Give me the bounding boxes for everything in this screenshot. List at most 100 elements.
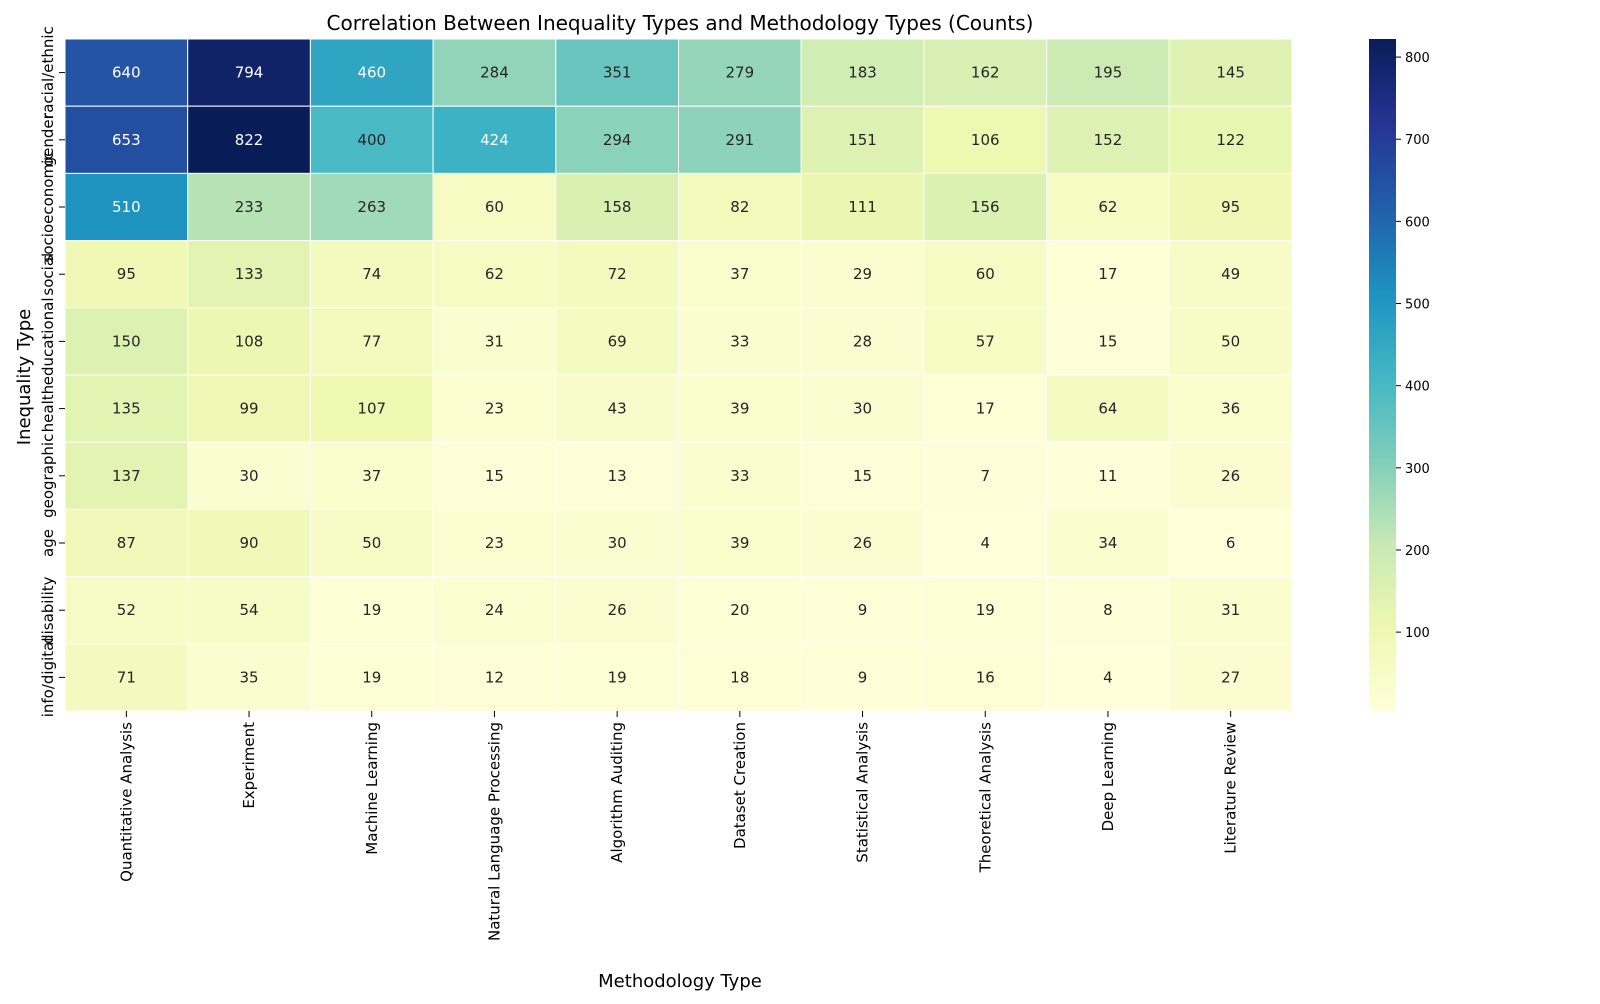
cell-value-label: 158 [603, 198, 632, 216]
heatmap-cell [1168, 307, 1293, 376]
heatmap-cell [432, 374, 557, 443]
heatmap-cell [309, 576, 434, 645]
colorbar-tick-label: 200 [1405, 544, 1430, 559]
cell-value-label: 69 [608, 332, 627, 350]
cell-value-label: 8 [1103, 601, 1113, 619]
colorbar-tick-label: 400 [1405, 380, 1430, 395]
heatmap-cell [1168, 172, 1293, 242]
heatmap-cell [800, 374, 925, 443]
x-tick-label: Natural Language Processing [485, 722, 503, 941]
heatmap-cell [309, 172, 434, 242]
heatmap-cell [800, 105, 925, 174]
cell-value-label: 23 [485, 400, 504, 418]
heatmap-cell [432, 508, 557, 578]
cell-value-label: 351 [603, 64, 632, 82]
cell-value-label: 133 [235, 265, 264, 283]
cell-value-label: 4 [1103, 668, 1113, 686]
heatmap-cell [678, 508, 802, 578]
heatmap-cell [309, 38, 434, 107]
x-tick-label: Statistical Analysis [854, 722, 872, 863]
cell-value-label: 26 [1221, 467, 1240, 485]
cell-value-label: 13 [608, 467, 627, 485]
heatmap-cell [1046, 643, 1170, 712]
cell-value-label: 99 [240, 400, 259, 418]
heatmap-cell [678, 441, 802, 510]
heatmap-cell [187, 38, 311, 107]
heatmap-cell [432, 105, 557, 174]
cell-value-label: 822 [235, 131, 264, 149]
y-tick-label: health [39, 385, 57, 432]
heatmap-cell [432, 38, 557, 107]
heatmap-cell [64, 172, 189, 242]
cell-value-label: 31 [1221, 601, 1240, 619]
cell-value-label: 17 [1098, 265, 1117, 283]
cell-value-label: 37 [730, 265, 749, 283]
cell-value-label: 424 [480, 131, 509, 149]
x-axis-label: Methodology Type [598, 971, 762, 992]
colorbar-tick-label: 700 [1405, 133, 1430, 148]
heatmap-cell [923, 38, 1048, 107]
cell-value-label: 19 [362, 601, 381, 619]
cell-value-label: 122 [1216, 131, 1245, 149]
heatmap-cell [923, 643, 1048, 712]
cell-value-label: 19 [608, 668, 627, 686]
heatmap-cell [1046, 307, 1170, 376]
colorbar-tick-label: 500 [1405, 298, 1430, 313]
heatmap-cell [432, 576, 557, 645]
heatmap-cell [432, 643, 557, 712]
cell-value-label: 233 [235, 198, 264, 216]
heatmap-cell [923, 240, 1048, 309]
heatmap-cell [1168, 441, 1293, 510]
heatmap-cell [1168, 643, 1293, 712]
cell-value-label: 64 [1098, 400, 1117, 418]
heatmap-cell [555, 38, 679, 107]
heatmap-cell [1168, 508, 1293, 578]
cell-value-label: 9 [858, 668, 868, 686]
cell-value-label: 19 [976, 601, 995, 619]
cell-value-label: 19 [362, 668, 381, 686]
cell-value-label: 15 [1098, 332, 1117, 350]
x-tick-label: Dataset Creation [731, 722, 749, 849]
cell-value-label: 26 [853, 534, 872, 552]
cell-value-label: 12 [485, 668, 504, 686]
heatmap-cell [800, 643, 925, 712]
cell-value-label: 28 [853, 332, 872, 350]
x-tick-label: Experiment [240, 722, 258, 809]
y-tick-label: age [39, 529, 57, 557]
cell-value-label: 39 [730, 400, 749, 418]
colorbar-gradient [1369, 39, 1396, 711]
colorbar-tick-label: 300 [1405, 462, 1430, 477]
heatmap-cell [555, 307, 679, 376]
heatmap-cell [678, 105, 802, 174]
x-axis-ticks: Quantitative Analysis Experiment Machine L… [117, 711, 1240, 941]
cell-value-label: 24 [485, 601, 504, 619]
cell-value-label: 263 [357, 198, 386, 216]
heatmap-cell [555, 643, 679, 712]
cell-value-label: 87 [117, 534, 136, 552]
heatmap-cell [678, 38, 802, 107]
x-tick-label: Quantitative Analysis [117, 722, 135, 882]
heatmap-cell [432, 441, 557, 510]
heatmap-cell [800, 441, 925, 510]
heatmap-cell [555, 576, 679, 645]
cell-value-label: 50 [362, 534, 381, 552]
cell-value-label: 108 [235, 332, 264, 350]
heatmap-cell [309, 307, 434, 376]
heatmap-cell [555, 240, 679, 309]
cell-value-label: 23 [485, 534, 504, 552]
heatmap-cell [923, 307, 1048, 376]
cell-value-label: 653 [112, 131, 141, 149]
heatmap-cell [923, 105, 1048, 174]
cell-value-label: 30 [853, 400, 872, 418]
y-tick-label: geographic [39, 434, 57, 518]
cell-value-label: 15 [853, 467, 872, 485]
cell-value-label: 33 [730, 467, 749, 485]
cell-value-label: 291 [726, 131, 755, 149]
cell-value-label: 16 [976, 668, 995, 686]
cell-value-label: 30 [240, 467, 259, 485]
heatmap-cell [1168, 38, 1293, 107]
heatmap-cell [923, 172, 1048, 242]
heatmap-cell [678, 240, 802, 309]
